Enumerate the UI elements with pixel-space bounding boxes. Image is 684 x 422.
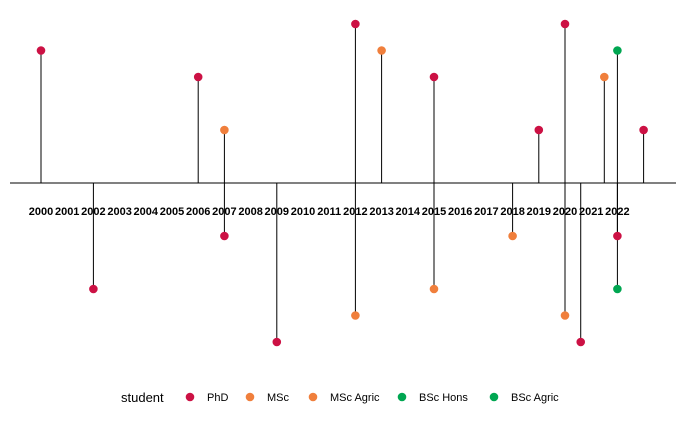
legend-key: [245, 392, 255, 402]
x-tick-label: 2006: [186, 206, 210, 218]
data-point: [600, 72, 609, 82]
data-point: [613, 46, 622, 55]
data-point: [193, 72, 203, 82]
data-point: [429, 284, 439, 294]
legend-label: PhD: [207, 392, 228, 404]
x-tick-label: 2018: [500, 206, 524, 218]
data-point: [36, 46, 46, 55]
legend-key: [185, 392, 195, 402]
legend-label: MSc Agric: [330, 392, 380, 404]
x-tick-label: 2017: [474, 206, 498, 218]
x-tick-label: 2012: [343, 206, 367, 218]
data-point: [560, 19, 570, 29]
x-tick-label: 2015: [422, 206, 446, 218]
legend-label: MSc: [267, 392, 290, 404]
x-tick-label: 2003: [107, 206, 131, 218]
x-tick-label: 2022: [605, 206, 629, 218]
x-tick-label: 2008: [238, 206, 262, 218]
legend-label: BSc Agric: [511, 392, 559, 404]
x-tick-labels: 2000 2001 2002 2003 2004 2005 2006 2007 2008 2009…: [29, 206, 630, 218]
data-point: [377, 46, 386, 55]
legend-key: [397, 392, 407, 402]
x-tick-label: 2005: [160, 206, 184, 218]
x-tick-label: 2007: [212, 206, 236, 218]
data-point: [220, 125, 229, 135]
x-tick-label: 2011: [317, 206, 341, 218]
data-point: [534, 125, 544, 135]
data-point: [508, 231, 517, 241]
x-tick-label: 2020: [553, 206, 577, 218]
points-layer: [36, 19, 648, 347]
x-tick-label: 2019: [527, 206, 551, 218]
legend-title: student: [121, 390, 164, 405]
data-point: [429, 72, 439, 82]
x-tick-label: 2010: [291, 206, 315, 218]
data-point: [89, 284, 98, 294]
x-tick-label: 2000: [29, 206, 53, 218]
x-tick-label: 2016: [448, 206, 472, 218]
legend: student PhD MSc MSc Agric BSc Hons BSc Agric: [121, 390, 559, 405]
x-tick-label: 2014: [396, 206, 421, 218]
data-point: [351, 311, 360, 320]
data-point: [351, 19, 360, 29]
data-point: [272, 337, 282, 347]
legend-key: [489, 392, 499, 402]
x-tick-label: 2004: [134, 206, 159, 218]
legend-key: [308, 392, 318, 402]
x-tick-label: 2013: [369, 206, 393, 218]
x-tick-label: 2001: [55, 206, 79, 218]
data-point: [613, 284, 622, 294]
data-point: [220, 231, 229, 241]
data-point: [560, 311, 570, 320]
data-point: [613, 231, 622, 241]
x-tick-label: 2021: [579, 206, 603, 218]
stems-layer: [40, 24, 645, 342]
x-tick-label: 2009: [265, 206, 289, 218]
data-point: [639, 125, 648, 135]
legend-label: BSc Hons: [419, 392, 468, 404]
x-tick-label: 2002: [81, 206, 105, 218]
data-point: [576, 337, 586, 347]
